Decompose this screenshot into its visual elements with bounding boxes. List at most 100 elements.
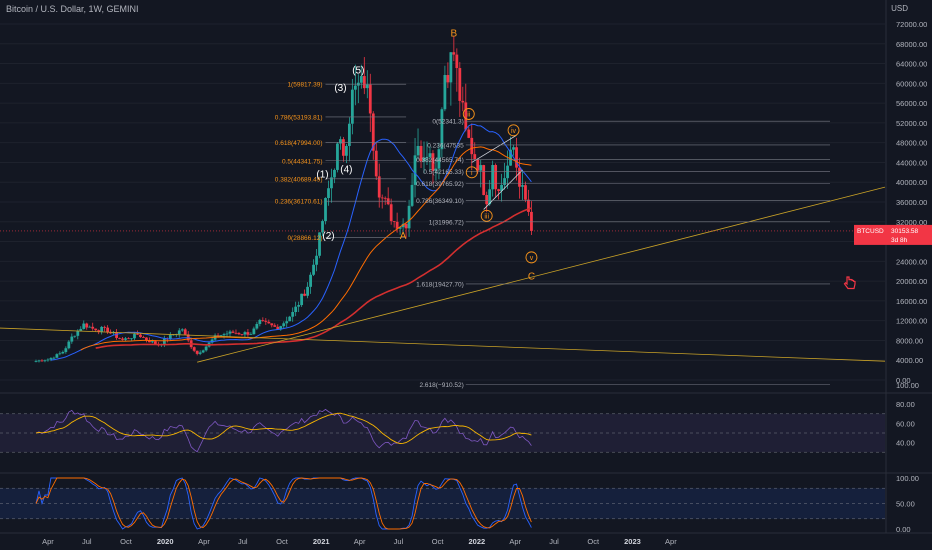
price-tick-label: 16000.00: [896, 297, 927, 306]
candle-body: [458, 68, 462, 101]
candle-body: [249, 334, 253, 335]
wave-label: ii: [467, 111, 471, 118]
time-tick-label: 2020: [157, 537, 174, 546]
candle-body: [252, 328, 256, 335]
stoch-d-line: [35, 477, 532, 530]
candle-body: [345, 145, 348, 156]
candle-body: [73, 335, 77, 337]
ma-200-line: [95, 207, 532, 349]
candle-body: [437, 149, 441, 169]
candle-body: [246, 332, 250, 335]
rsi-tick-label: 60.00: [896, 419, 915, 428]
time-tick-label: Oct: [276, 537, 289, 546]
time-tick-label: Jul: [82, 537, 92, 546]
candle-body: [94, 328, 98, 331]
price-tick-label: 0.00: [896, 376, 911, 385]
candle-body: [267, 321, 271, 324]
candle-body: [336, 143, 339, 170]
candle-body: [434, 168, 438, 171]
price-tick-label: 8000.00: [896, 336, 923, 345]
candle-body: [401, 223, 405, 228]
candle-body: [198, 352, 202, 354]
candle-body: [449, 52, 453, 83]
candle-body: [491, 165, 495, 190]
candle-body: [258, 320, 262, 324]
time-tick-label: Oct: [432, 537, 445, 546]
candle-body: [40, 360, 44, 362]
wave-label: (2): [322, 231, 334, 242]
candles-group: [34, 35, 533, 363]
candle-body: [389, 204, 393, 222]
candle-body: [407, 205, 411, 229]
price-tick-label: 32000.00: [896, 218, 927, 227]
candle-body: [210, 339, 214, 343]
candle-body: [530, 211, 533, 231]
candle-body: [440, 109, 444, 150]
rsi-ma-line: [35, 412, 532, 444]
candle-body: [88, 326, 92, 328]
candle-body: [333, 169, 336, 178]
candle-body: [288, 316, 292, 322]
candle-body: [309, 274, 312, 287]
wave-label-circle: [507, 124, 520, 137]
wave-label-circle: [465, 166, 478, 179]
candle-body: [527, 199, 530, 212]
stoch-k-line: [35, 477, 532, 530]
candle-body: [106, 327, 110, 333]
candle-body: [97, 330, 101, 332]
candle-body: [180, 329, 184, 331]
candle-body: [264, 320, 268, 322]
candle-body: [67, 341, 71, 349]
candle-body: [237, 333, 241, 335]
candle-body: [183, 329, 187, 335]
fib-level-label: 1(31996.72): [429, 219, 464, 226]
time-tick-label: Apr: [354, 537, 366, 546]
candle-body: [446, 75, 450, 83]
candle-body: [192, 347, 196, 351]
candle-body: [85, 323, 89, 328]
wedge-upper-line: [471, 134, 517, 163]
fib-level-label: 0.5(44341.75): [282, 158, 322, 165]
time-tick-label: Jul: [238, 537, 248, 546]
candle-body: [222, 334, 226, 336]
candle-body: [303, 293, 307, 296]
candle-body: [521, 185, 524, 187]
candle-body: [79, 328, 83, 331]
candle-body: [225, 333, 229, 335]
price-badge-countdown: 3d 8h: [891, 237, 908, 244]
candle-body: [37, 360, 41, 362]
ascending-trendline: [197, 186, 886, 363]
candle-body: [353, 85, 357, 90]
candle-body: [285, 321, 289, 324]
candle-body: [464, 102, 468, 130]
candle-body: [34, 360, 38, 362]
candle-body: [46, 359, 50, 361]
candle-body: [509, 149, 512, 166]
candle-body: [383, 197, 387, 199]
wave-label: B: [451, 28, 458, 39]
candle-body: [282, 323, 286, 327]
candle-body: [279, 326, 283, 330]
fib-level-label: 0.618(47994.00): [275, 140, 323, 147]
price-badge-symbol: BTCUSD: [857, 228, 884, 235]
candle-body: [347, 123, 351, 146]
price-tick-label: 44000.00: [896, 158, 927, 167]
fib-level-label: 0.382(40689.49): [275, 176, 323, 183]
candle-body: [518, 167, 521, 187]
candle-body: [127, 338, 130, 340]
candle-body: [58, 353, 62, 355]
candle-body: [52, 357, 56, 359]
wave-label-circle: [480, 209, 493, 222]
price-tick-label: 60000.00: [896, 79, 927, 88]
candle-body: [398, 227, 402, 229]
candle-body: [228, 331, 232, 334]
rsi-tick-label: 80.00: [896, 400, 915, 409]
wave-label-circle: [525, 251, 538, 264]
descending-trendline: [0, 327, 886, 362]
candle-body: [43, 360, 47, 362]
candle-body: [431, 153, 435, 171]
candle-body: [482, 165, 486, 196]
rsi-band: [0, 413, 885, 453]
